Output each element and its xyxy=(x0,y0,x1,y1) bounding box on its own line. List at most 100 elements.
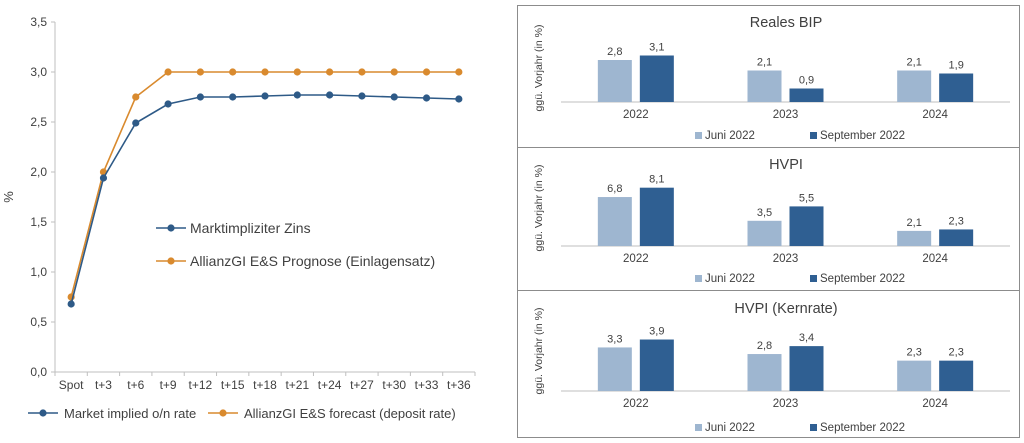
data-point-allianz xyxy=(455,68,463,76)
y-tick-label: 2,5 xyxy=(30,115,47,129)
x-tick-label: 2022 xyxy=(623,398,649,410)
data-label: 2,3 xyxy=(949,215,964,227)
series-line-market xyxy=(70,94,459,305)
legend-swatch xyxy=(810,424,817,431)
chart-title: Reales BIP xyxy=(750,15,823,31)
legend-swatch xyxy=(695,132,702,139)
legend-swatch xyxy=(695,424,702,431)
bar-2024-september xyxy=(939,360,974,391)
data-point-allianz xyxy=(229,68,237,76)
bar-2023-juni xyxy=(747,70,782,102)
data-point-allianz xyxy=(358,68,366,76)
chart-title: HVPI (Kernrate) xyxy=(734,301,837,317)
data-label: 2,8 xyxy=(607,46,622,58)
y-axis-title: % xyxy=(1,191,16,203)
bar-2024-juni xyxy=(897,230,932,246)
y-tick-label: 3,5 xyxy=(30,15,47,29)
data-label: 1,9 xyxy=(949,60,964,72)
legend-marker xyxy=(219,409,227,417)
bar-2022-juni xyxy=(597,347,632,391)
legend-swatch xyxy=(695,275,702,282)
bar-2023-september xyxy=(789,206,824,246)
bip-chart-panel: Reales BIP ggü. Vorjahr (in %) 2,8 3,1 2022 2… xyxy=(517,5,1020,148)
data-label: 3,9 xyxy=(649,326,664,338)
data-point-allianz xyxy=(164,68,172,76)
data-point-allianz xyxy=(390,68,398,76)
data-point-market xyxy=(99,174,108,182)
x-tick-label: t+6 xyxy=(127,378,144,392)
bip-bar-chart: Reales BIP ggü. Vorjahr (in %) 2,8 3,1 2022 2… xyxy=(533,15,1010,142)
legend-swatch xyxy=(810,132,817,139)
bar-2023-juni xyxy=(747,354,782,391)
y-axis-title: ggü. Vorjahr (in %) xyxy=(533,308,545,395)
data-point-market xyxy=(422,94,431,102)
x-tick-label: 2024 xyxy=(922,398,948,410)
bar-2022-juni xyxy=(597,60,632,102)
legend-label: September 2022 xyxy=(820,422,905,434)
y-tick-label: 2,0 xyxy=(30,165,47,179)
inline-legend-label: Marktimpliziter Zins xyxy=(190,220,311,236)
hvpi-chart-panel: HVPI ggü. Vorjahr (in %) 6,8 8,1 2022 3,5 5,5 2… xyxy=(517,147,1020,291)
data-label: 3,3 xyxy=(607,333,622,345)
data-point-allianz xyxy=(326,68,334,76)
x-tick-label: t+33 xyxy=(415,378,439,392)
x-tick-label: 2023 xyxy=(773,398,799,410)
data-point-market xyxy=(229,93,237,101)
legend-label: AllianzGI E&S forecast (deposit rate) xyxy=(244,406,456,421)
data-label: 2,3 xyxy=(907,347,922,359)
bar-2022-september xyxy=(639,339,674,391)
x-tick-label: t+12 xyxy=(189,378,213,392)
x-tick-label: t+24 xyxy=(318,378,342,392)
chart-title: HVPI xyxy=(769,157,803,173)
data-point-allianz xyxy=(132,93,140,101)
legend-label: Juni 2022 xyxy=(705,130,755,142)
data-point-market xyxy=(67,300,75,308)
policy-rate-line-chart: 0,0 0,5 1,0 1,5 2,0 2,5 3,0 3,5% Spot t+3 t+6 t+9 t+… xyxy=(1,15,476,421)
data-point-market xyxy=(390,93,398,101)
y-axis-title: ggü. Vorjahr (in %) xyxy=(533,165,545,252)
x-tick-label: t+30 xyxy=(382,378,406,392)
hvpi-bar-chart: HVPI ggü. Vorjahr (in %) 6,8 8,1 2022 3,5 5,5 2… xyxy=(533,157,1010,285)
data-label: 3,4 xyxy=(799,332,814,344)
x-tick-label: t+9 xyxy=(160,378,177,392)
bar-2023-september xyxy=(789,346,824,391)
x-tick-label: t+21 xyxy=(285,378,309,392)
data-label: 6,8 xyxy=(607,183,622,195)
legend-label: Market implied o/n rate xyxy=(64,406,196,421)
y-tick-label: 0,0 xyxy=(30,365,47,379)
x-tick-label: 2023 xyxy=(773,109,799,121)
x-tick-label: 2024 xyxy=(922,109,948,121)
bar-2022-juni xyxy=(597,197,632,246)
y-tick-label: 1,5 xyxy=(30,215,47,229)
x-tick-label: Spot xyxy=(59,378,84,392)
data-label: 8,1 xyxy=(649,174,664,186)
bar-2022-september xyxy=(639,55,674,102)
bar-2023-juni xyxy=(747,220,782,246)
data-point-allianz xyxy=(196,68,204,76)
legend-label: September 2022 xyxy=(820,130,905,142)
data-label: 0,9 xyxy=(799,75,814,87)
data-point-market xyxy=(455,95,463,103)
x-tick-label: t+36 xyxy=(447,378,471,392)
x-tick-label: 2024 xyxy=(922,253,948,265)
bar-2024-juni xyxy=(897,360,932,391)
x-tick-label: t+27 xyxy=(350,378,374,392)
bar-2024-juni xyxy=(897,70,932,102)
data-label: 2,1 xyxy=(907,57,922,69)
inline-legend-marker xyxy=(167,224,175,232)
legend-label: Juni 2022 xyxy=(705,273,755,285)
legend-label: September 2022 xyxy=(820,273,905,285)
hvpi-core-chart-panel: HVPI (Kernrate) ggü. Vorjahr (in %) 3,3 3,9… xyxy=(517,290,1020,438)
y-axis-title: ggü. Vorjahr (in %) xyxy=(533,25,545,112)
data-point-market xyxy=(132,119,140,127)
y-tick-label: 0,5 xyxy=(30,315,47,329)
x-tick-label: t+3 xyxy=(95,378,112,392)
data-label: 2,3 xyxy=(949,347,964,359)
inline-legend-marker xyxy=(167,257,175,265)
legend-swatch xyxy=(810,275,817,282)
y-tick-label: 1,0 xyxy=(30,265,47,279)
legend-marker xyxy=(39,409,47,417)
x-tick-label: t+18 xyxy=(253,378,277,392)
bar-2022-september xyxy=(639,187,674,246)
data-point-market xyxy=(326,91,334,99)
